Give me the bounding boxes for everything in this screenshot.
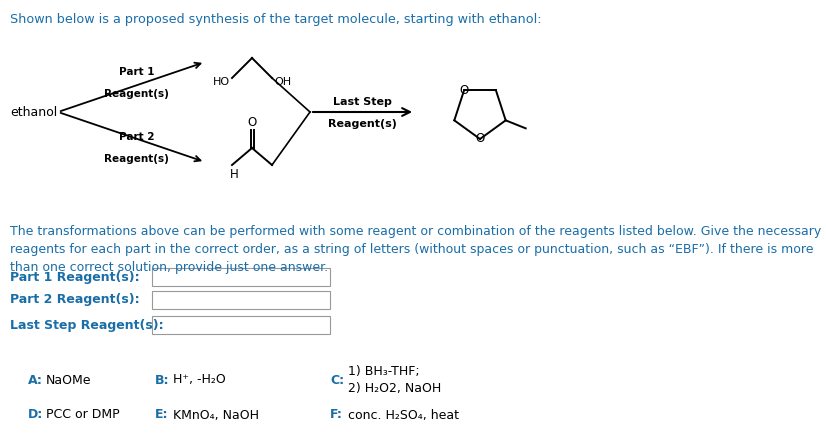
Text: Part 2: Part 2 (119, 132, 154, 142)
Text: HO: HO (213, 77, 230, 87)
FancyBboxPatch shape (152, 291, 330, 309)
Text: ethanol: ethanol (10, 105, 57, 118)
Text: H: H (230, 168, 239, 181)
Text: Reagent(s): Reagent(s) (104, 77, 169, 99)
FancyBboxPatch shape (152, 268, 330, 286)
Text: Reagent(s): Reagent(s) (104, 142, 169, 164)
Text: KMnO₄, NaOH: KMnO₄, NaOH (173, 409, 259, 421)
Text: Part 2 Reagent(s):: Part 2 Reagent(s): (10, 294, 140, 307)
Text: 1) BH₃-THF;
2) H₂O2, NaOH: 1) BH₃-THF; 2) H₂O2, NaOH (348, 365, 441, 395)
Text: Last Step Reagent(s):: Last Step Reagent(s): (10, 319, 164, 332)
Text: Part 1 Reagent(s):: Part 1 Reagent(s): (10, 271, 140, 283)
Text: B:: B: (155, 373, 169, 387)
Text: O: O (459, 84, 468, 97)
Text: Last Step: Last Step (333, 97, 392, 107)
Text: Part 1: Part 1 (119, 67, 154, 77)
Text: H⁺, -H₂O: H⁺, -H₂O (173, 373, 225, 387)
Text: The transformations above can be performed with some reagent or combination of t: The transformations above can be perform… (10, 225, 821, 274)
Text: PCC or DMP: PCC or DMP (46, 409, 120, 421)
Text: D:: D: (28, 409, 43, 421)
Text: O: O (247, 116, 257, 129)
Text: F:: F: (330, 409, 343, 421)
Text: O: O (476, 133, 485, 146)
Text: OH: OH (274, 77, 291, 87)
Text: E:: E: (155, 409, 169, 421)
Text: NaOMe: NaOMe (46, 373, 92, 387)
Text: Reagent(s): Reagent(s) (328, 107, 397, 129)
Text: Shown below is a proposed synthesis of the target molecule, starting with ethano: Shown below is a proposed synthesis of t… (10, 13, 542, 26)
Text: C:: C: (330, 373, 344, 387)
Text: conc. H₂SO₄, heat: conc. H₂SO₄, heat (348, 409, 459, 421)
Text: A:: A: (28, 373, 43, 387)
FancyBboxPatch shape (152, 316, 330, 334)
